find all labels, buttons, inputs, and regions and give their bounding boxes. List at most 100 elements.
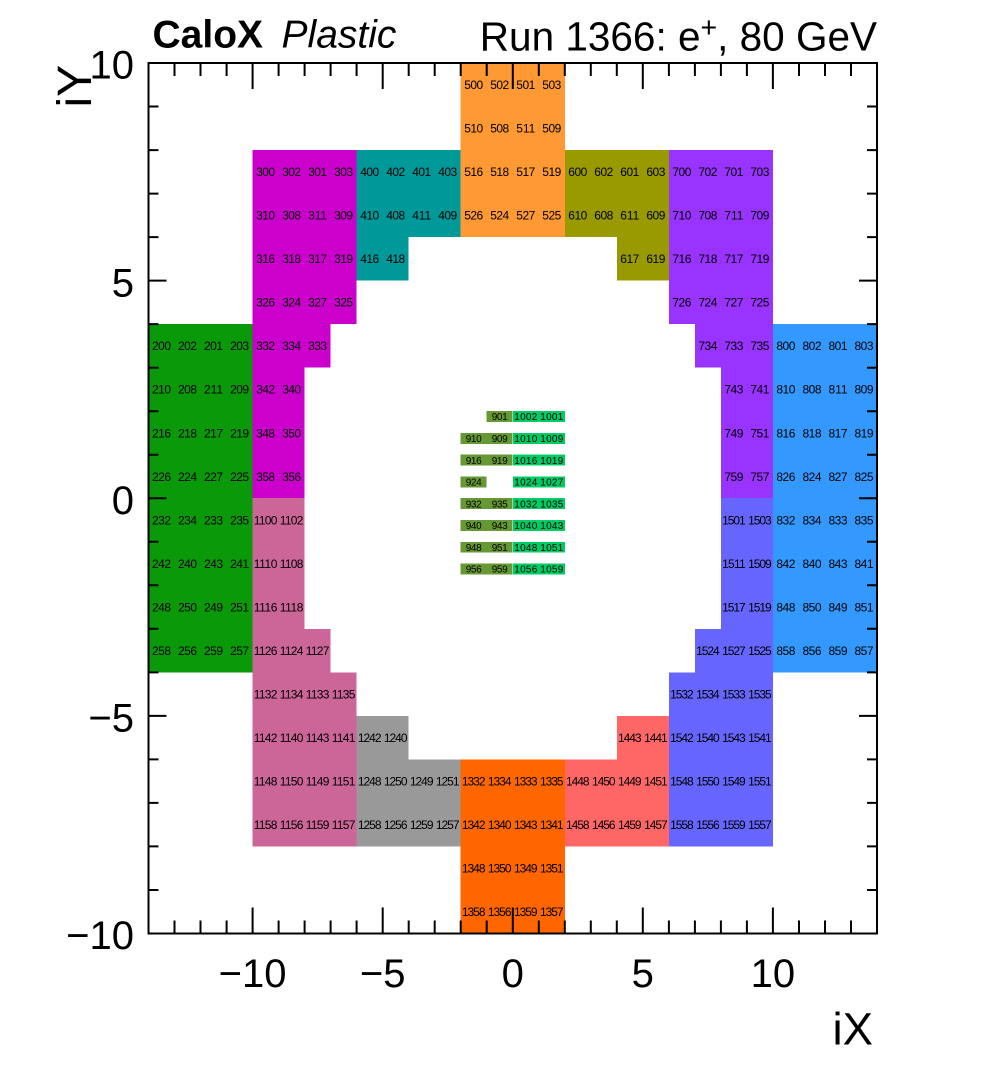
svg-text:1501: 1501 bbox=[722, 513, 746, 527]
svg-text:725: 725 bbox=[750, 296, 769, 310]
svg-text:617: 617 bbox=[620, 252, 639, 266]
svg-text:1010: 1010 bbox=[514, 434, 537, 445]
svg-text:843: 843 bbox=[829, 557, 848, 571]
svg-text:1142: 1142 bbox=[254, 731, 278, 745]
svg-text:832: 832 bbox=[776, 513, 795, 527]
svg-text:1542: 1542 bbox=[670, 731, 694, 745]
svg-text:334: 334 bbox=[282, 339, 301, 353]
svg-text:−5: −5 bbox=[360, 952, 406, 996]
svg-text:−10: −10 bbox=[66, 914, 134, 958]
svg-text:1156: 1156 bbox=[280, 818, 304, 832]
svg-text:1032: 1032 bbox=[514, 499, 537, 510]
svg-text:1357: 1357 bbox=[540, 905, 564, 919]
svg-text:827: 827 bbox=[829, 470, 848, 484]
svg-text:956: 956 bbox=[466, 565, 482, 576]
svg-text:924: 924 bbox=[466, 478, 482, 489]
svg-text:1027: 1027 bbox=[540, 478, 563, 489]
svg-text:1443: 1443 bbox=[618, 731, 642, 745]
svg-text:835: 835 bbox=[855, 513, 874, 527]
svg-text:1009: 1009 bbox=[540, 434, 563, 445]
svg-text:333: 333 bbox=[308, 339, 327, 353]
svg-text:1157: 1157 bbox=[332, 818, 356, 832]
svg-text:0: 0 bbox=[112, 479, 134, 523]
svg-text:235: 235 bbox=[230, 513, 249, 527]
svg-text:834: 834 bbox=[803, 513, 822, 527]
svg-text:300: 300 bbox=[256, 165, 275, 179]
svg-text:848: 848 bbox=[776, 600, 795, 614]
svg-text:919: 919 bbox=[492, 456, 508, 467]
svg-text:608: 608 bbox=[594, 209, 613, 223]
svg-text:935: 935 bbox=[492, 499, 508, 510]
svg-text:702: 702 bbox=[698, 165, 717, 179]
svg-text:1019: 1019 bbox=[540, 456, 563, 467]
svg-text:1240: 1240 bbox=[384, 731, 408, 745]
svg-text:1126: 1126 bbox=[254, 644, 278, 658]
svg-text:948: 948 bbox=[466, 543, 482, 554]
svg-text:1341: 1341 bbox=[540, 818, 564, 832]
svg-text:1335: 1335 bbox=[540, 775, 564, 789]
svg-text:516: 516 bbox=[464, 165, 483, 179]
svg-text:1141: 1141 bbox=[332, 731, 356, 745]
svg-text:1108: 1108 bbox=[280, 557, 304, 571]
svg-text:819: 819 bbox=[855, 426, 874, 440]
svg-text:734: 734 bbox=[698, 339, 717, 353]
svg-text:1534: 1534 bbox=[696, 687, 720, 701]
svg-text:727: 727 bbox=[724, 296, 743, 310]
svg-text:1551: 1551 bbox=[748, 775, 772, 789]
svg-text:1450: 1450 bbox=[592, 775, 616, 789]
svg-text:356: 356 bbox=[282, 470, 301, 484]
svg-text:iY: iY bbox=[49, 65, 102, 108]
svg-text:951: 951 bbox=[492, 543, 508, 554]
svg-text:1511: 1511 bbox=[722, 557, 746, 571]
svg-text:1457: 1457 bbox=[644, 818, 668, 832]
svg-text:1351: 1351 bbox=[540, 862, 564, 876]
svg-text:1100: 1100 bbox=[254, 513, 278, 527]
svg-text:501: 501 bbox=[516, 78, 535, 92]
svg-text:243: 243 bbox=[204, 557, 223, 571]
svg-text:225: 225 bbox=[230, 470, 249, 484]
svg-text:851: 851 bbox=[855, 600, 874, 614]
svg-text:511: 511 bbox=[516, 122, 535, 136]
svg-text:1258: 1258 bbox=[358, 818, 382, 832]
svg-text:524: 524 bbox=[490, 209, 509, 223]
svg-text:340: 340 bbox=[282, 383, 301, 397]
svg-text:1340: 1340 bbox=[488, 818, 512, 832]
svg-text:943: 943 bbox=[492, 521, 508, 532]
svg-text:826: 826 bbox=[776, 470, 795, 484]
svg-text:710: 710 bbox=[672, 209, 691, 223]
svg-text:1002: 1002 bbox=[514, 412, 537, 423]
svg-text:841: 841 bbox=[855, 557, 874, 571]
svg-text:1509: 1509 bbox=[748, 557, 772, 571]
svg-text:803: 803 bbox=[855, 339, 874, 353]
svg-text:216: 216 bbox=[152, 426, 171, 440]
svg-text:1448: 1448 bbox=[566, 775, 590, 789]
svg-text:1140: 1140 bbox=[280, 731, 304, 745]
svg-text:724: 724 bbox=[698, 296, 717, 310]
svg-text:502: 502 bbox=[490, 78, 509, 92]
svg-text:1159: 1159 bbox=[306, 818, 330, 832]
svg-text:208: 208 bbox=[178, 383, 197, 397]
svg-text:700: 700 bbox=[672, 165, 691, 179]
svg-text:258: 258 bbox=[152, 644, 171, 658]
svg-text:250: 250 bbox=[178, 600, 197, 614]
svg-text:709: 709 bbox=[750, 209, 769, 223]
svg-text:602: 602 bbox=[594, 165, 613, 179]
svg-text:1150: 1150 bbox=[280, 775, 304, 789]
svg-text:1248: 1248 bbox=[358, 775, 382, 789]
svg-text:302: 302 bbox=[282, 165, 301, 179]
svg-text:409: 409 bbox=[438, 209, 457, 223]
svg-text:1051: 1051 bbox=[540, 543, 563, 554]
svg-text:200: 200 bbox=[152, 339, 171, 353]
svg-text:1458: 1458 bbox=[566, 818, 590, 832]
svg-text:325: 325 bbox=[334, 296, 353, 310]
svg-text:1149: 1149 bbox=[306, 775, 330, 789]
svg-text:401: 401 bbox=[412, 165, 431, 179]
svg-text:1035: 1035 bbox=[540, 499, 563, 510]
svg-text:858: 858 bbox=[776, 644, 795, 658]
svg-text:218: 218 bbox=[178, 426, 197, 440]
svg-text:1527: 1527 bbox=[722, 644, 746, 658]
svg-text:1441: 1441 bbox=[644, 731, 668, 745]
svg-text:842: 842 bbox=[776, 557, 795, 571]
svg-text:1124: 1124 bbox=[280, 644, 304, 658]
svg-text:816: 816 bbox=[776, 426, 795, 440]
